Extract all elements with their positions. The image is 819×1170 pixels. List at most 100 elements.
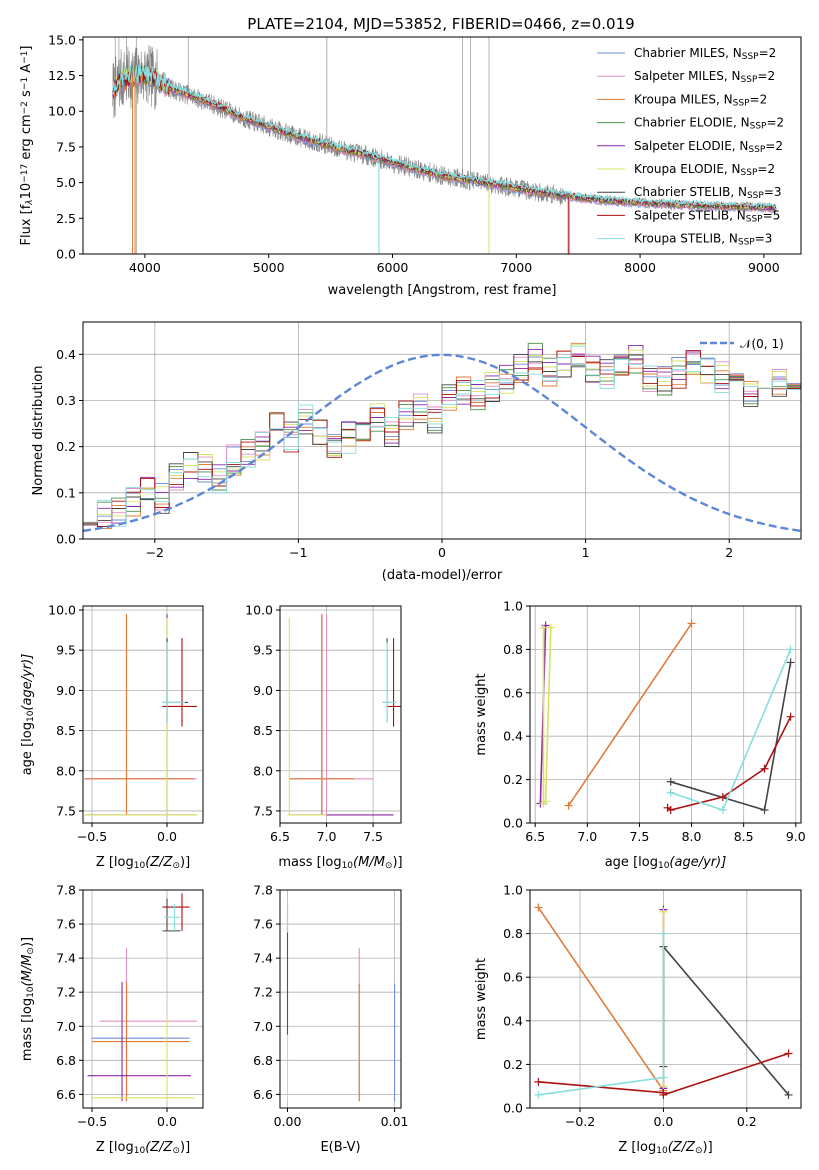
weight-vs-age-y-axis-label: mass weight xyxy=(474,673,489,755)
mass-vs-ebv-ytick-label: 7.8 xyxy=(253,883,273,898)
mass-vs-ebv-ytick-label: 7.2 xyxy=(253,985,273,1000)
legend-entry-label-part: =2 xyxy=(750,92,768,106)
legend-entry-label-part: Kroupa STELIB, N xyxy=(634,232,738,246)
mass-vs-ebv-frame xyxy=(279,889,402,1109)
legend-entry-label-part: SSP xyxy=(750,122,767,132)
weight-vs-age-xtick-label: 7.5 xyxy=(629,829,649,844)
weight-vs-Z-ytick-label: 0.0 xyxy=(503,1101,523,1116)
mass-weight-point-marker xyxy=(784,1049,793,1058)
residuals-plot-area xyxy=(83,322,801,539)
legend-entry-label: Chabrier ELODIE, NSSP=2 xyxy=(634,116,784,132)
gaussian-reference-curve xyxy=(83,353,801,533)
mass-vs-Z-x-axis-label-part: 10 xyxy=(134,1146,146,1156)
residual-histogram-step xyxy=(83,345,801,527)
mass-weight-point-marker xyxy=(534,903,543,912)
age-vs-mass-plot-area xyxy=(280,606,401,823)
weight-vs-Z-x-axis-label: Z [log10(Z/Z⊙)] xyxy=(618,1140,712,1156)
legend-entry-label-part: =3 xyxy=(755,232,773,246)
spectrum-plot-area xyxy=(112,37,777,254)
spectrum-ytick-label: 12.5 xyxy=(48,68,76,83)
spectrum-y-axis-label-part: ] xyxy=(19,46,34,51)
plots-layer: 4000 5000 6000 7000 8000 90000.02.55.07.510.0… xyxy=(19,32,806,1156)
spectrum-xtick-label: 6000 xyxy=(377,260,409,275)
legend-entry-label-part: =2 xyxy=(757,69,775,83)
age-vs-Z-ytick-label: 10.0 xyxy=(48,603,76,618)
spectrum-y-axis-label-part: −1 xyxy=(20,51,30,64)
spectrum-y-axis-label-part: erg cm xyxy=(19,114,34,163)
mass-weight-point-marker xyxy=(786,658,795,667)
spectrum-y-axis-label-part: 10 xyxy=(19,183,34,200)
mass-vs-Z-xtick-label: −0.5 xyxy=(77,1114,107,1129)
residuals-xtick-label: −2 xyxy=(146,545,164,560)
age-vs-Z-xtick-label: −0.5 xyxy=(77,829,107,844)
mass-vs-Z-x-axis-label-part: (Z/Z xyxy=(145,1140,173,1155)
mass-vs-ebv-ytick-label: 7.4 xyxy=(253,951,273,966)
residuals-ytick-label: 0.4 xyxy=(56,347,76,362)
legend-gaussian-label: 𝒩(0, 1) xyxy=(740,337,784,351)
age-vs-Z-x-axis-label: Z [log10(Z/Z⊙)] xyxy=(96,855,190,871)
spectrum-y-axis-label: Flux [fλ10−17 erg cm−2 s−1 A−1] xyxy=(19,46,35,246)
weight-vs-age-xtick-label: 7.0 xyxy=(577,829,597,844)
mass-vs-Z-ytick-label: 7.0 xyxy=(56,1019,76,1034)
legend-entry-label-part: Salpeter ELODIE, N xyxy=(634,139,748,153)
mass-vs-Z-y-axis-label-part: (M/M xyxy=(20,955,35,987)
legend-entry-label-part: SSP xyxy=(733,99,750,109)
mass-vs-Z-y-axis-label-part: 10 xyxy=(26,986,36,998)
legend-entry-label-part: =2 xyxy=(765,139,783,153)
weight-vs-Z-x-axis-label-part: Z [log xyxy=(618,1140,656,1155)
age-vs-Z-ytick-label: 9.0 xyxy=(56,683,76,698)
weight-vs-age-ytick-label: 1.0 xyxy=(503,599,523,614)
spectrum-y-axis-label-part: −1 xyxy=(20,77,30,90)
mass-vs-Z-ytick-label: 6.8 xyxy=(56,1053,76,1068)
mass-weight-point-marker xyxy=(786,645,795,654)
residuals-x-axis-label: (data-model)/error xyxy=(382,568,503,583)
legend-entry-label: Kroupa STELIB, NSSP=3 xyxy=(634,232,772,248)
age-vs-Z-y-axis-label-part: age [log xyxy=(20,722,35,775)
age-vs-Z-x-axis-label-part: Z [log xyxy=(96,855,134,870)
weight-vs-Z-ytick-label: 1.0 xyxy=(503,883,523,898)
mass-vs-Z-x-axis-label-part: )] xyxy=(180,1140,190,1155)
legend-entry-label-part: =2 xyxy=(766,116,784,130)
mass-weight-point-marker xyxy=(760,764,769,773)
legend-entry-label-part: Salpeter STELIB, N xyxy=(634,208,746,222)
age-vs-Z-x-axis-label-part: ⊙ xyxy=(172,861,180,871)
mass-weight-point-marker xyxy=(760,805,769,814)
mass-weight-point-marker xyxy=(546,623,555,632)
residuals-ytick-label: 0.0 xyxy=(56,532,76,547)
spectrum-xtick-label: 9000 xyxy=(748,260,780,275)
age-vs-mass-ytick-label: 9.5 xyxy=(253,643,273,658)
mass-vs-Z-plot-area xyxy=(83,890,203,1108)
mass-vs-Z-y-axis-label-part: mass [log xyxy=(20,998,35,1061)
age-vs-mass-x-axis-label-part: (M/M xyxy=(353,855,385,870)
residuals-xtick-label: 0 xyxy=(438,545,446,560)
weight-vs-Z-ytick-label: 0.2 xyxy=(503,1057,523,1072)
age-vs-Z-frame xyxy=(82,605,204,824)
mass-weight-point-marker xyxy=(687,619,696,628)
legend-entry-label-part: Chabrier MILES, N xyxy=(634,46,742,60)
mass-vs-ebv-ytick-label: 6.8 xyxy=(253,1053,273,1068)
age-vs-Z-y-axis-label-part: 10 xyxy=(26,710,36,722)
mass-vs-ebv-xtick-label: 0.01 xyxy=(381,1114,409,1129)
mass-vs-Z-y-axis-label-part: )] xyxy=(20,937,35,947)
mass-vs-ebv-ytick-label: 7.6 xyxy=(253,917,273,932)
legend-entry-label-part: =5 xyxy=(763,208,781,222)
mass-weight-point-marker xyxy=(666,788,675,797)
weight-vs-age-frame xyxy=(529,605,802,824)
mass-vs-ebv-x-axis-label: E(B-V) xyxy=(320,1140,360,1155)
weight-vs-age-x-axis-label-part: age [log xyxy=(605,855,658,870)
legend-entry-label: Chabrier STELIB, NSSP=3 xyxy=(634,185,782,201)
spectrum-ytick-label: 10.0 xyxy=(48,104,76,119)
age-vs-mass-x-axis-label-part: ⊙ xyxy=(385,861,393,871)
weight-vs-age-ytick-label: 0.8 xyxy=(503,642,523,657)
mass-weight-point-marker xyxy=(564,801,573,810)
mass-weight-point-marker xyxy=(539,623,548,632)
spectrum-y-axis-label-part: s xyxy=(19,90,34,101)
legend-entry-label-part: SSP xyxy=(748,145,765,155)
spectrum-y-axis-label-part: −17 xyxy=(20,164,30,183)
age-vs-mass-xtick-label: 7.5 xyxy=(363,829,383,844)
weight-vs-age-x-axis-label: age [log10(age/yr)] xyxy=(605,855,727,871)
mass-vs-Z-y-axis-label: mass [log10(M/M⊙)] xyxy=(20,937,36,1061)
age-vs-Z-ytick-label: 9.5 xyxy=(56,643,76,658)
legend-entry-label-part: Salpeter MILES, N xyxy=(634,69,741,83)
